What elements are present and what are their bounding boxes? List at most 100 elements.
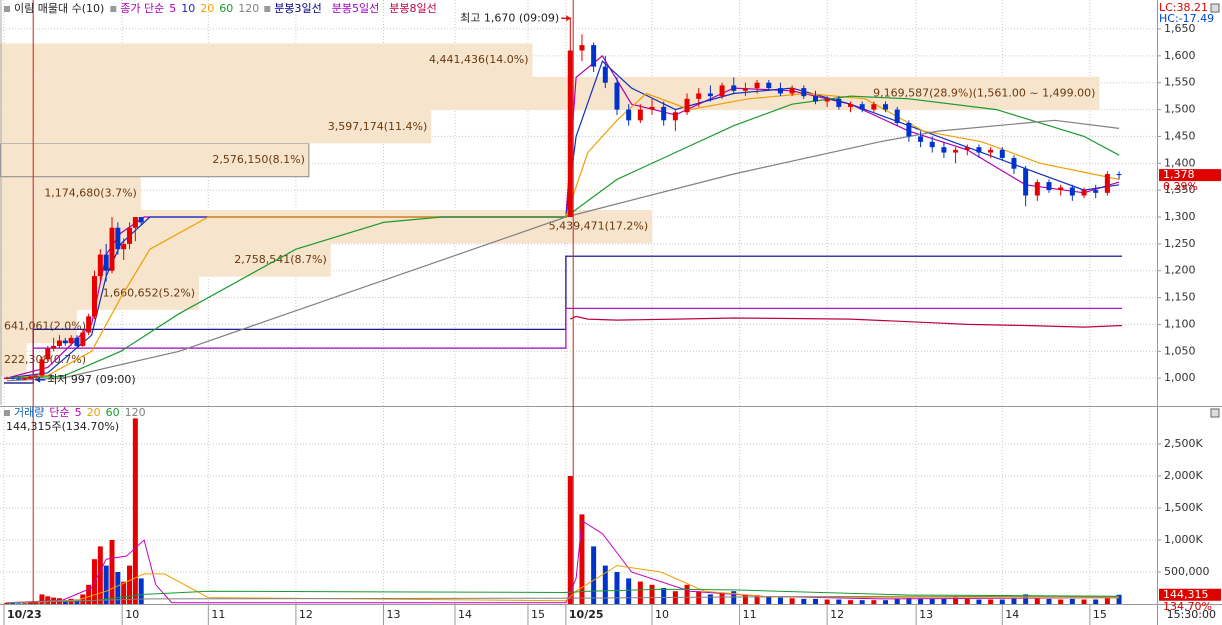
candle-body (33, 375, 39, 377)
legend-item: 20 (200, 2, 214, 15)
candle-body (684, 98, 690, 113)
x-tick-label: 13 (919, 608, 933, 621)
plot-layer (4, 0, 1123, 604)
volume-bar (579, 514, 585, 604)
candle-body (115, 227, 121, 250)
x-tick-label: 10 (125, 608, 139, 621)
legend-item: 10 (181, 2, 195, 15)
y-tick-label: 1,350 (1164, 183, 1196, 196)
volume-bar (719, 592, 725, 604)
profile-bar (0, 110, 432, 144)
legend-item: 5 (169, 2, 176, 15)
y-tick-label: 1,500K (1164, 501, 1203, 514)
last-volume-label: 144,315 (1163, 588, 1209, 601)
volume-bar (918, 598, 924, 604)
candle-body (21, 378, 27, 380)
volume-bar (115, 572, 121, 604)
volume-bar (976, 599, 982, 604)
candle-body (953, 149, 959, 153)
volume-bar (39, 594, 45, 604)
y-tick-label: 1,000 (1164, 371, 1196, 384)
volume-bar (97, 546, 103, 604)
volume-bar (707, 594, 713, 604)
minute-line (570, 315, 1123, 328)
volume-bar (742, 594, 748, 604)
legend-icon (264, 6, 271, 12)
profile-label: 1,174,680(3.7%) (44, 186, 137, 199)
label-layer: 1,000 1,050 1,100 1,150 1,200 1,250 1,300 1,350… (3, 1, 1221, 625)
volume-bar (777, 597, 783, 604)
x-tick-label: 10/25 (569, 608, 604, 621)
panel-button[interactable] (1210, 408, 1220, 418)
minute-line (4, 255, 1122, 384)
volume-bar (848, 600, 854, 604)
volume-bar (74, 599, 80, 604)
volume-bar (929, 598, 935, 604)
volume-bar (567, 476, 573, 604)
candle-body (649, 106, 655, 110)
x-tick-label: 10/23 (7, 608, 42, 621)
x-tick-label: 14 (1005, 608, 1019, 621)
profile-label: 9,169,587(28.9%)(1,561.00 ~ 1,499.00) (873, 86, 1095, 99)
candle-body (591, 45, 597, 67)
profile-bar (0, 76, 1100, 111)
volume-bar (1116, 594, 1122, 604)
y-tick-label: 1,150 (1164, 291, 1196, 304)
marker-head (566, 15, 572, 22)
y-tick-label: 1,600 (1164, 49, 1196, 62)
candle-body (754, 82, 760, 89)
ma-line (6, 95, 1120, 379)
volume-bar (1104, 596, 1110, 604)
candle-body (56, 340, 62, 346)
legend-item: 분봉3일선 (274, 1, 321, 15)
candle-body (68, 337, 74, 344)
candle-body (766, 82, 772, 89)
volume-bar (121, 581, 127, 604)
marker-label: 최저 997 (09:00) (47, 373, 136, 386)
candle-body (121, 243, 127, 250)
volume-bar (871, 600, 877, 604)
volume-ma-line (6, 588, 1120, 604)
y-tick-label: 1,000K (1164, 533, 1203, 546)
volume-bar (812, 598, 818, 604)
legend-item: 20 (87, 406, 101, 419)
volume-bar (1081, 599, 1087, 604)
volume-bar (27, 602, 33, 604)
volume-bar (859, 600, 865, 604)
candle-body (1023, 168, 1029, 196)
volume-bar (894, 598, 900, 604)
x-tick-label: 14 (458, 608, 472, 621)
candle-body (10, 378, 16, 380)
candle-body (824, 98, 830, 102)
profile-label: 1,660,652(5.2%) (103, 286, 196, 299)
x-end-label: 15:30:00 (1167, 608, 1216, 621)
candle-body (579, 45, 585, 51)
last-ratio: 134.70% (1163, 600, 1212, 613)
candle-body (1058, 187, 1064, 191)
candle-body (637, 109, 643, 121)
volume-bar (10, 603, 16, 604)
profile-bar (0, 343, 27, 377)
candle-body (626, 109, 632, 121)
y-tick-label: 1,450 (1164, 129, 1196, 142)
panel-button[interactable] (1210, 3, 1220, 13)
volume-bar (1046, 598, 1052, 604)
volume-bar (953, 596, 959, 604)
volume-bar (602, 565, 608, 604)
candle-body (812, 96, 818, 102)
corner-label: HC:-17.49 (1159, 12, 1214, 25)
y-tick-label: 1,400 (1164, 156, 1196, 169)
y-tick-label: 1,500 (1164, 103, 1196, 116)
ma-line (6, 92, 1120, 379)
legend-item: 단순 (49, 406, 69, 419)
candle-body (1093, 190, 1099, 193)
y-tick-label: 1,300 (1164, 210, 1196, 223)
candle-body (848, 104, 854, 107)
last-volume-box (1159, 588, 1221, 601)
x-tick-label: 15 (531, 608, 545, 621)
last-price-box (1159, 169, 1221, 182)
volume-bar (1011, 598, 1017, 604)
legend-item: 종가 단순 (120, 2, 164, 15)
volume-bar (661, 588, 667, 604)
